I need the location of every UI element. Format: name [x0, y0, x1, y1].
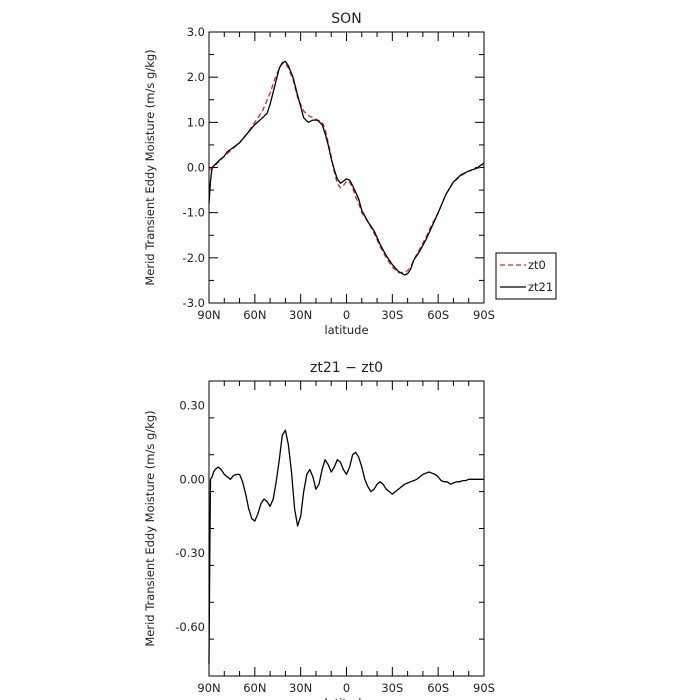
y-tick-label: -1.0 [183, 206, 205, 220]
series-line-zt0 [208, 62, 485, 274]
x-tick-label: 60N [243, 308, 266, 322]
series-line-difference [208, 429, 484, 664]
x-tick-label: 60N [243, 681, 266, 695]
x-tick-label: 0 [343, 308, 350, 322]
x-tick-label: 90S [473, 308, 495, 322]
x-tick-label: 60S [427, 681, 449, 695]
y-axis-label: Merid Transient Eddy Moisture (m/s g/kg) [143, 49, 157, 285]
x-tick-label: 30N [289, 308, 312, 322]
x-tick-label: 60S [427, 308, 449, 322]
x-tick-label: 0 [343, 681, 350, 695]
legend-box [495, 252, 557, 300]
x-tick-label: 90N [197, 308, 220, 322]
y-axis-ticks [209, 31, 484, 304]
x-axis-ticks [208, 381, 485, 676]
bottom-panel: zt21 − zt0 90N 60N 30N 0 30S 60S 90S -0.60 -0.30 0… [143, 360, 495, 700]
y-tick-label: -2.0 [183, 251, 205, 265]
legend-label: zt21 [528, 280, 553, 294]
y-tick-label: -0.30 [175, 546, 205, 560]
series-line-zt21 [208, 60, 485, 276]
y-tick-label: 2.0 [187, 70, 205, 84]
y-tick-label: -3.0 [183, 296, 205, 310]
legend: zt0 zt21 [495, 252, 557, 300]
x-axis-label: latitude [324, 323, 368, 337]
x-tick-label: 90S [473, 681, 495, 695]
x-axis-label: latitude [324, 696, 368, 700]
legend-label: zt0 [528, 258, 546, 272]
y-tick-label: 3.0 [187, 25, 205, 39]
x-tick-label: 30S [381, 681, 403, 695]
y-tick-label: -0.60 [175, 620, 205, 634]
x-tick-label: 90N [197, 681, 220, 695]
y-axis-ticks [209, 380, 484, 677]
plot-frame [208, 31, 485, 304]
y-axis-label: Merid Transient Eddy Moisture (m/s g/kg) [143, 410, 157, 646]
top-panel: SON 90N 60N 30N 0 30S 60S 90S -3.0 -2.0 -1.0 0.0 1.0… [143, 11, 557, 337]
x-tick-label: 30N [289, 681, 312, 695]
plot-frame [208, 380, 485, 677]
y-tick-label: 0.30 [179, 399, 205, 413]
chart-title: zt21 − zt0 [310, 360, 383, 376]
y-tick-label: 0.0 [187, 161, 205, 175]
x-axis-ticks [208, 32, 485, 303]
chart-title: SON [331, 11, 361, 27]
y-tick-label: 0.00 [179, 472, 205, 486]
x-tick-label: 30S [381, 308, 403, 322]
y-tick-label: 1.0 [187, 115, 205, 129]
